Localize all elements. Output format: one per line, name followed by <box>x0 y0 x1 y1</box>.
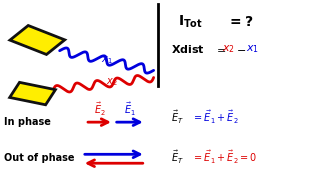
Text: $=\vec{E}_1+\vec{E}_2$: $=\vec{E}_1+\vec{E}_2$ <box>192 109 238 126</box>
Text: $\vec{E}_T$: $\vec{E}_T$ <box>171 109 184 126</box>
Text: $= $: $= $ <box>214 44 227 54</box>
Text: $\mathbf{= ?}$: $\mathbf{= ?}$ <box>227 15 253 29</box>
Text: $\vec{E}_2$: $\vec{E}_2$ <box>93 101 105 118</box>
Text: $x_2$: $x_2$ <box>106 76 117 88</box>
Text: $=\vec{E}_1+\vec{E}_2=0$: $=\vec{E}_1+\vec{E}_2=0$ <box>192 149 257 166</box>
Text: $\vec{E}_T$: $\vec{E}_T$ <box>171 149 184 166</box>
Polygon shape <box>10 82 55 105</box>
Text: Out of phase: Out of phase <box>4 153 74 163</box>
Text: In phase: In phase <box>4 117 51 127</box>
Text: $ - $: $ - $ <box>236 44 247 54</box>
Text: $\mathbf{I}_\mathbf{Tot}$: $\mathbf{I}_\mathbf{Tot}$ <box>178 14 203 30</box>
Text: $x_2$: $x_2$ <box>222 43 235 55</box>
Polygon shape <box>10 26 65 55</box>
Text: $\mathbf{Xdist}$: $\mathbf{Xdist}$ <box>171 43 205 55</box>
Text: $x_1$: $x_1$ <box>246 43 259 55</box>
Text: $x_1$: $x_1$ <box>101 54 113 66</box>
Text: $\vec{E}_1$: $\vec{E}_1$ <box>124 101 136 118</box>
